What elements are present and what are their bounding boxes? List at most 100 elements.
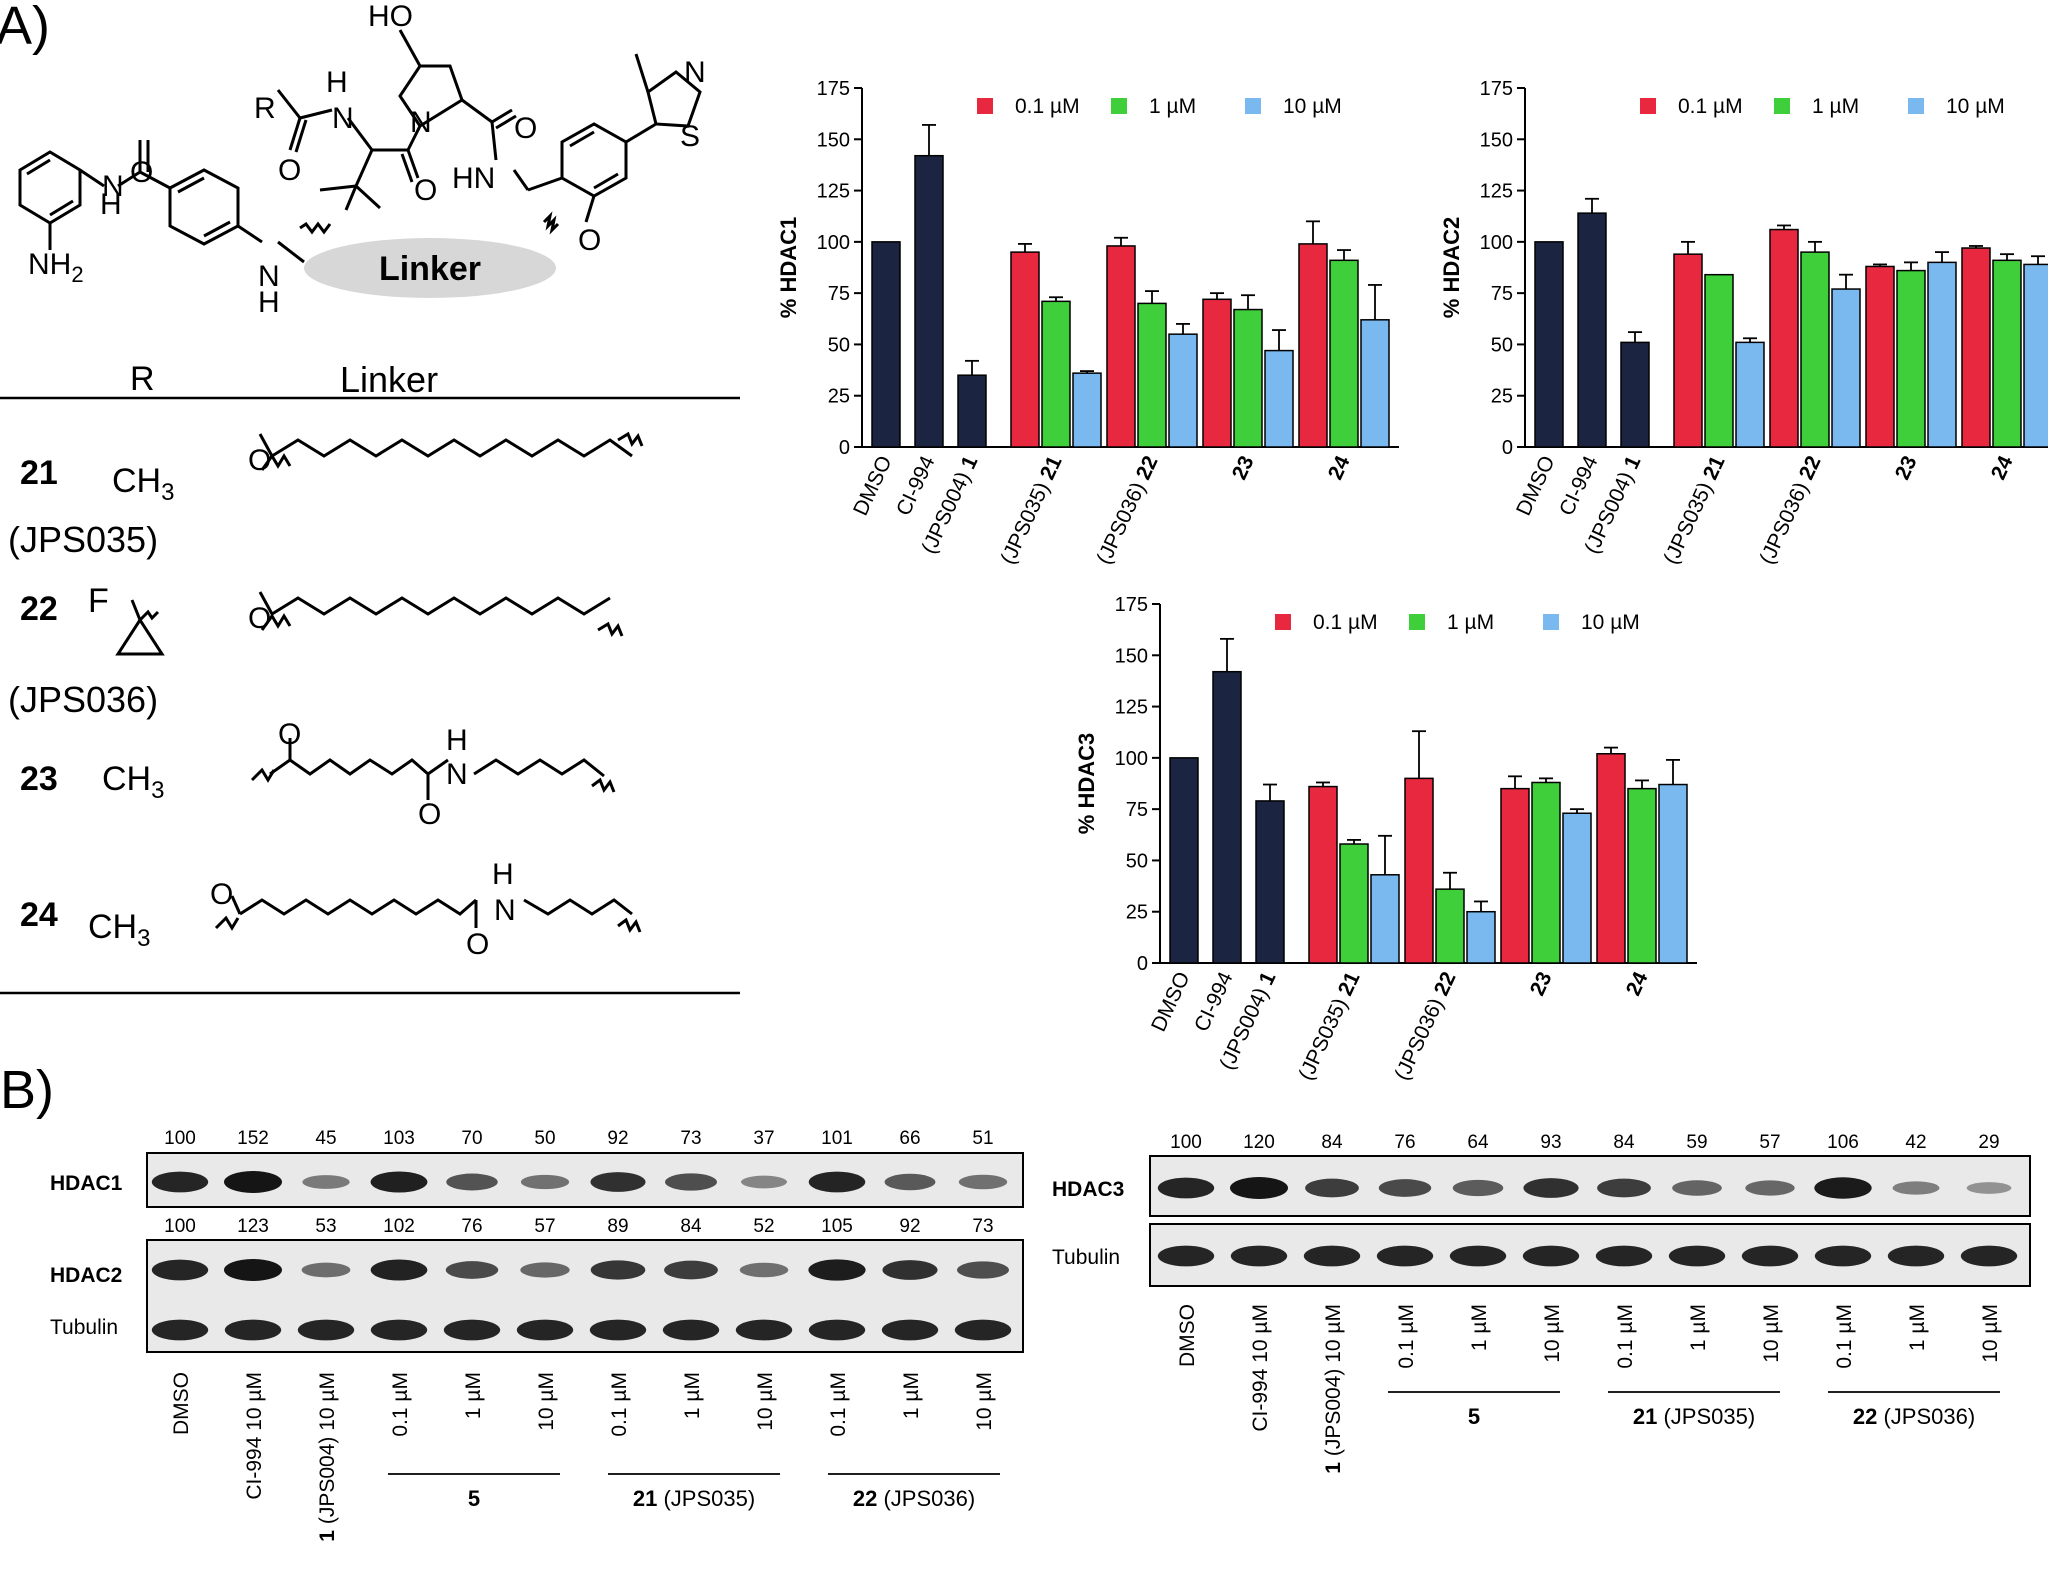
bar-group-3-2 [1360, 319, 1390, 448]
bar-control-2 [1620, 341, 1650, 448]
hdac3-quant-value: 57 [1759, 1132, 1780, 1153]
atom-ho: HO [368, 0, 413, 33]
hdac1-quant-value: 92 [607, 1128, 628, 1149]
bar-group-1-2 [1466, 910, 1496, 964]
compound-number: 24 [20, 896, 58, 934]
bar-group-2-1 [1233, 308, 1263, 448]
hdac1-quant-value: 73 [680, 1128, 701, 1149]
table-header-linker: Linker [340, 359, 438, 400]
hdac2-tubulin-blot-strip [146, 1239, 1024, 1353]
bar-group-2-1 [1896, 269, 1926, 448]
tubulin-band [370, 1319, 428, 1341]
table-header-r: R [130, 360, 155, 398]
tubulin-row-label: Tubulin [1052, 1246, 1120, 1269]
hdac2-quant-value: 123 [237, 1216, 269, 1237]
hdac2-quant-value: 102 [383, 1216, 415, 1237]
lane-label: 10 µM [754, 1372, 777, 1431]
x-tick-label: CI-994 [1555, 452, 1603, 519]
group-label: 21 (JPS035) [633, 1486, 755, 1511]
tubulin-band [1230, 1245, 1288, 1267]
bar-group-1-0 [1404, 777, 1434, 964]
compound-r-group: CH3 [102, 760, 164, 804]
chemical-structure [0, 29, 740, 995]
bar-group-1-1 [1435, 888, 1465, 964]
tubulin-row-label: Tubulin [50, 1316, 118, 1339]
tubulin-band [954, 1319, 1012, 1341]
hdac3-band [1814, 1177, 1872, 1199]
group-label: 21 (JPS035) [1633, 1404, 1755, 1429]
tubulin-band [224, 1319, 282, 1341]
atom-h-3: H [258, 286, 280, 319]
hdac3-quant-value: 84 [1321, 1132, 1343, 1153]
bar-group-0-0 [1010, 251, 1040, 448]
hdac1-quant-value: 103 [383, 1128, 415, 1149]
y-tick-label: 150 [1115, 645, 1148, 667]
bar-group-3-1 [1992, 259, 2022, 448]
atom-h-l24: H [492, 858, 514, 891]
hdac2-quant-value: 57 [534, 1216, 555, 1237]
x-tick-label: DMSO [1512, 452, 1559, 519]
atom-n-5: N [258, 260, 280, 293]
linker-label: Linker [379, 250, 481, 288]
hdac3-quant-value: 93 [1540, 1132, 1561, 1153]
y-axis-label: % HDAC3 [1074, 733, 1099, 834]
hdac3-band [1597, 1178, 1651, 1198]
bar-group-3-0 [1298, 243, 1328, 448]
hdac2-band [808, 1259, 866, 1281]
atom-h-1: H [326, 66, 348, 99]
bar-group-2-1 [1531, 781, 1561, 964]
atom-n-1: N [332, 102, 354, 135]
lane-label: DMSO [170, 1372, 193, 1435]
lane-label: CI-994 10 µM [243, 1372, 266, 1500]
legend-label-0: 0.1 µM [1015, 95, 1080, 118]
hdac1-band [224, 1171, 282, 1193]
bar-group-0-2 [1735, 341, 1765, 448]
lane-label: 1 (JPS004) 10 µM [1322, 1304, 1345, 1474]
hdac2-band [370, 1259, 428, 1281]
atom-o-l23a: O [278, 718, 301, 751]
bar-group-0-2 [1072, 372, 1102, 448]
atom-o-2: O [414, 174, 437, 207]
panel-label-b: B) [0, 1060, 54, 1120]
bar-group-3-1 [1329, 259, 1359, 448]
hdac1-quant-value: 101 [821, 1128, 853, 1149]
atom-o-3: O [514, 112, 537, 145]
hdac2-band [445, 1261, 499, 1279]
linker-ellipse [304, 238, 556, 298]
hdac1-band [808, 1171, 866, 1193]
bar-group-1-1 [1137, 302, 1167, 448]
legend-label-0: 0.1 µM [1313, 611, 1378, 634]
hdac2-band [224, 1259, 282, 1281]
hdac3-quant-value: 76 [1394, 1132, 1415, 1153]
hdac2-quant-value: 84 [680, 1216, 702, 1237]
y-tick-label: 25 [828, 386, 850, 408]
tubulin-band [1157, 1245, 1215, 1267]
tubulin-band [1960, 1245, 2018, 1267]
hdac2-quant-value: 73 [972, 1216, 993, 1237]
hdac1-band [740, 1175, 788, 1189]
hdac1-quant-value: 51 [972, 1128, 993, 1149]
x-tick-label: 24 [1987, 452, 2018, 483]
lane-label: CI-994 10 µM [1249, 1304, 1272, 1432]
bar-group-2-0 [1202, 298, 1232, 448]
y-tick-label: 75 [828, 283, 850, 305]
bar-group-3-2 [1658, 783, 1688, 964]
y-tick-label: 0 [839, 437, 850, 459]
y-tick-label: 75 [1126, 799, 1148, 821]
bar-group-1-0 [1106, 245, 1136, 448]
hdac2-quant-value: 100 [164, 1216, 196, 1237]
hdac3-band [1157, 1177, 1215, 1199]
compound-number: 22 [20, 590, 58, 628]
tubulin-band [151, 1319, 209, 1341]
legend-swatch-0 [1275, 614, 1291, 630]
hdac2-band [590, 1260, 646, 1280]
bar-control-1 [914, 154, 944, 448]
atom-o-4: O [578, 224, 601, 257]
y-tick-label: 25 [1491, 386, 1513, 408]
hdac3-band [1452, 1179, 1504, 1197]
y-axis-label: % HDAC2 [1439, 217, 1464, 318]
bar-group-0-2 [1370, 874, 1400, 964]
legend-label-1: 1 µM [1812, 95, 1859, 118]
